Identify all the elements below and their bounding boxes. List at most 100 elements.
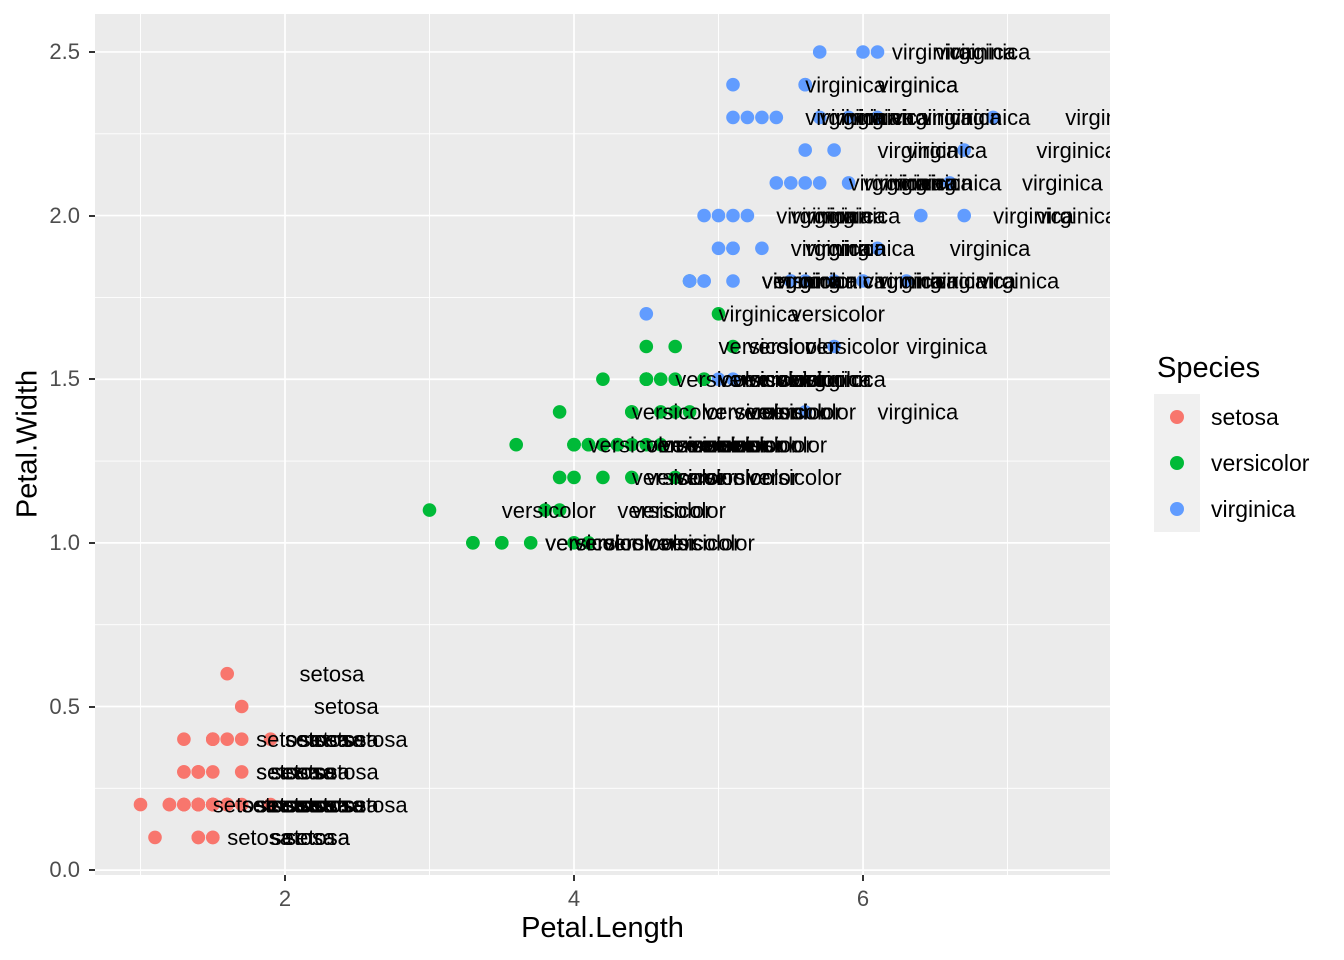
x-tick-mark — [573, 875, 575, 881]
point-label-versicolor: versicolor — [805, 334, 899, 359]
point-label-versicolor: versicolor — [704, 400, 798, 425]
data-point-setosa — [263, 797, 278, 812]
data-point-setosa — [220, 797, 234, 812]
point-label-setosa: setosa — [300, 792, 366, 817]
point-label-virginica: virginica — [1036, 203, 1110, 228]
data-point-versicolor — [625, 470, 639, 485]
point-label-versicolor: versicolor — [747, 334, 841, 359]
data-point-virginica — [827, 143, 841, 157]
data-point-virginica — [726, 77, 740, 92]
point-label-virginica: virginica — [921, 105, 1002, 130]
data-point-setosa — [220, 732, 234, 746]
point-label-versicolor: versicolor — [776, 367, 870, 392]
data-point-versicolor — [523, 536, 538, 550]
point-label-setosa: setosa — [213, 792, 279, 817]
point-label-virginica: virginica — [935, 40, 1016, 65]
point-label-virginica: virginica — [878, 400, 959, 425]
data-point-versicolor — [668, 339, 682, 354]
data-point-versicolor — [653, 372, 668, 387]
point-label-setosa: setosa — [271, 760, 337, 785]
legend-dot-versicolor — [1170, 456, 1184, 470]
data-point-setosa — [133, 797, 148, 812]
data-point-versicolor — [668, 470, 682, 485]
data-point-virginica — [784, 176, 798, 190]
data-point-virginica — [870, 45, 885, 59]
point-label-versicolor: versicolor — [589, 432, 683, 457]
point-label-setosa: setosa — [300, 792, 366, 817]
point-label-virginica: virginica — [935, 269, 1016, 294]
data-point-versicolor — [653, 437, 668, 452]
point-label-virginica: virginica — [892, 171, 973, 196]
point-label-virginica: virginica — [979, 269, 1060, 294]
data-point-versicolor — [596, 470, 610, 485]
data-point-virginica — [639, 307, 654, 321]
y-tick-label: 2.5 — [49, 39, 80, 64]
legend-label-versicolor: versicolor — [1211, 449, 1310, 476]
point-label-setosa: setosa — [285, 792, 351, 817]
point-label-versicolor: versicolor — [704, 465, 798, 490]
point-label-versicolor: versicolor — [646, 531, 740, 556]
data-point-virginica — [870, 110, 885, 125]
point-label-versicolor: versicolor — [646, 432, 740, 457]
point-label-virginica: virginica — [921, 171, 1002, 196]
point-label-setosa: setosa — [300, 792, 366, 817]
point-label-virginica: virginica — [878, 138, 959, 163]
data-point-virginica — [755, 110, 769, 125]
y-tick-mark — [89, 869, 95, 872]
point-label-versicolor: versicolor — [719, 367, 813, 392]
point-label-versicolor: versicolor — [747, 400, 841, 425]
legend: Species setosa versicolor virginica — [1154, 352, 1309, 532]
data-point-virginica — [827, 274, 841, 288]
data-point-virginica — [740, 110, 755, 125]
data-point-versicolor — [552, 470, 567, 485]
data-point-setosa — [191, 830, 206, 845]
y-tick-mark — [89, 705, 95, 708]
point-label-setosa: setosa — [314, 792, 380, 817]
point-label-virginica: virginica — [805, 236, 886, 261]
point-label-versicolor: versicolor — [747, 400, 841, 425]
point-label-virginica: virginica — [805, 236, 886, 261]
legend-dot-setosa — [1170, 410, 1184, 424]
point-label-virginica: virginica — [776, 269, 857, 294]
data-point-virginica — [942, 176, 957, 190]
data-point-virginica — [726, 274, 740, 288]
data-point-versicolor — [538, 503, 552, 517]
data-point-virginica — [726, 110, 740, 125]
point-label-versicolor: versicolor — [776, 367, 870, 392]
data-point-versicolor — [639, 339, 654, 354]
point-label-versicolor: versicolor — [502, 498, 596, 523]
point-label-virginica: virginica — [762, 269, 843, 294]
legend-key-box — [1154, 486, 1200, 532]
legend-keys: setosa versicolor virginica — [1154, 394, 1309, 532]
point-label-virginica: virginica — [805, 105, 886, 130]
y-tick-label: 0.0 — [49, 857, 80, 883]
point-label-setosa: setosa — [285, 792, 351, 817]
data-point-setosa — [177, 797, 191, 812]
point-label-virginica: virginica — [878, 269, 959, 294]
data-point-virginica — [914, 208, 928, 223]
point-label-setosa: setosa — [227, 825, 293, 850]
point-label-setosa: setosa — [271, 792, 337, 817]
point-label-versicolor: versicolor — [762, 269, 856, 294]
data-point-versicolor — [567, 536, 581, 550]
legend-entry-virginica: virginica — [1154, 486, 1309, 532]
legend-key-box — [1154, 440, 1200, 486]
point-label-versicolor: versicolor — [747, 465, 841, 490]
point-label-setosa: setosa — [285, 760, 351, 785]
x-tick-label: 4 — [567, 886, 581, 911]
y-tick-mark — [89, 214, 95, 217]
point-label-virginica: virginica — [950, 105, 1031, 130]
point-label-versicolor: versicolor — [646, 432, 740, 457]
point-label-virginica: virginica — [906, 334, 987, 359]
data-point-virginica — [812, 45, 827, 59]
point-label-setosa: setosa — [285, 792, 351, 817]
data-point-versicolor — [581, 536, 596, 550]
point-label-versicolor: versicolor — [632, 465, 726, 490]
point-label-setosa: setosa — [285, 792, 351, 817]
point-label-versicolor: versicolor — [690, 432, 784, 457]
data-point-virginica — [798, 274, 812, 288]
point-label-setosa: setosa — [271, 760, 337, 785]
point-label-virginica: virginica — [892, 40, 973, 65]
point-label-setosa: setosa — [300, 792, 366, 817]
point-label-virginica: virginica — [950, 40, 1031, 65]
